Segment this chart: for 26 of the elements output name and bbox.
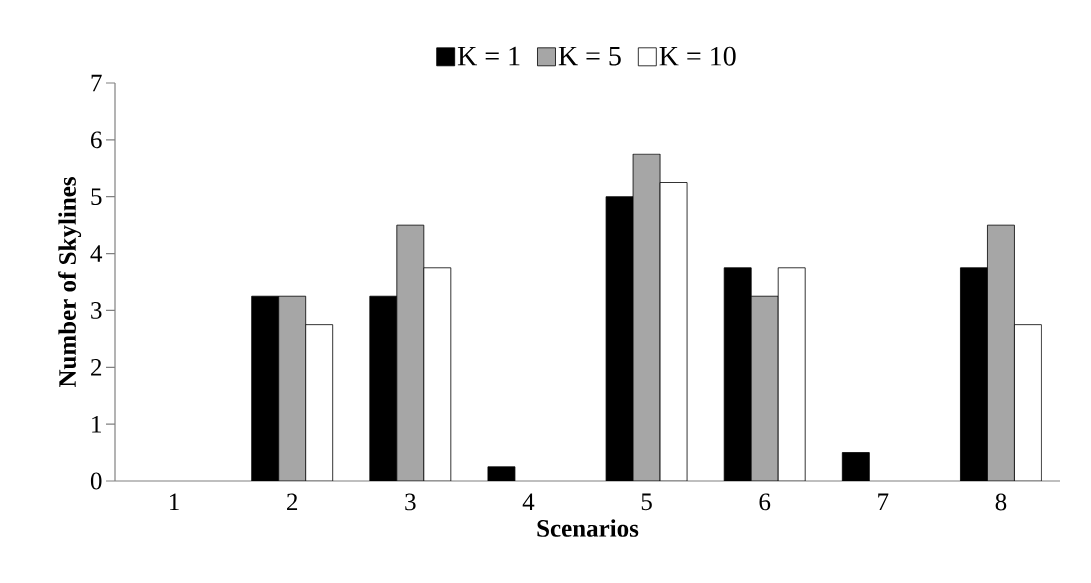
x-tick-label: 1 <box>170 493 179 511</box>
legend-label: K = 5 <box>558 46 621 66</box>
x-axis-title: Scenarios <box>537 519 639 537</box>
bar <box>987 224 1015 481</box>
y-axis-title: Number of Skylines <box>58 177 82 388</box>
y-tick-label: 6 <box>91 131 102 149</box>
y-tick-label: 4 <box>90 245 103 262</box>
y-tick-label: 1 <box>92 415 101 433</box>
bar <box>278 295 307 481</box>
bar <box>632 153 661 481</box>
y-tick-label: 5 <box>91 188 102 206</box>
x-tick-label: 7 <box>878 493 889 510</box>
legend-label: K = 10 <box>659 46 736 66</box>
y-tick-label: 7 <box>91 74 102 92</box>
legend-label: K = 1 <box>457 46 520 66</box>
x-tick-label: 6 <box>759 493 771 511</box>
x-tick-label: 4 <box>522 493 535 510</box>
y-tick-label: 3 <box>91 302 102 319</box>
x-tick-label: 3 <box>405 493 416 511</box>
y-tick-label: 0 <box>90 472 102 490</box>
bar <box>750 295 779 481</box>
y-tick-label: 2 <box>91 359 102 376</box>
x-tick-label: 2 <box>287 493 298 511</box>
bar <box>396 224 425 481</box>
x-tick-label: 5 <box>641 493 652 511</box>
x-tick-label: 8 <box>995 493 1007 511</box>
